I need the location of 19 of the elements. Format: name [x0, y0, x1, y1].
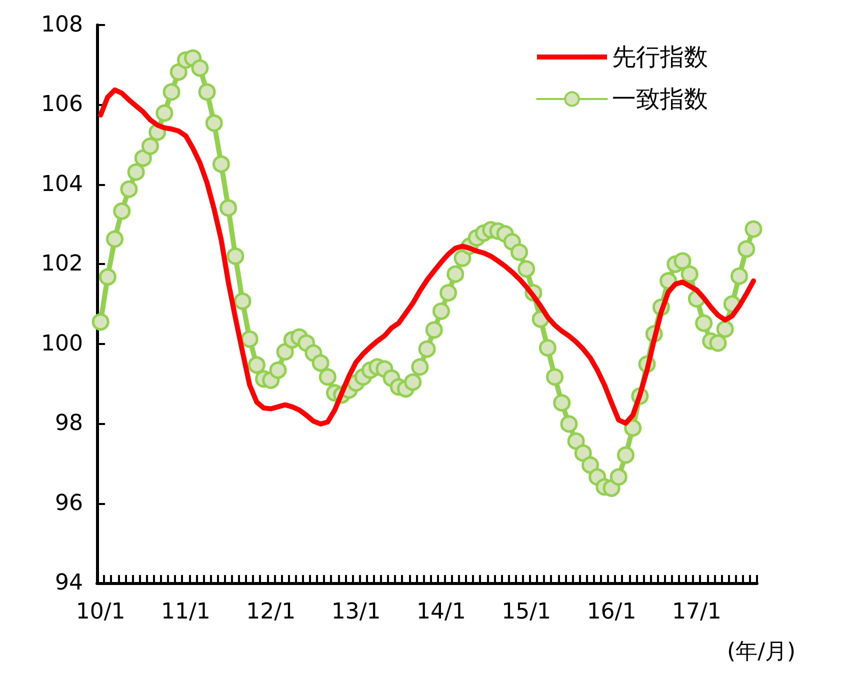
x-tick-label: 15/1 [502, 600, 552, 624]
legend-label: 先行指数 [612, 43, 708, 71]
y-tick-label: 96 [55, 490, 83, 516]
y-tick-label: 102 [41, 252, 83, 277]
x-tick-label: 10/1 [76, 600, 126, 624]
x-tick-label: 17/1 [672, 600, 722, 624]
legend-label: 一致指数 [612, 85, 708, 113]
x-tick-label: 16/1 [586, 600, 636, 624]
y-tick-label: 100 [41, 331, 83, 356]
y-tick-label: 94 [55, 570, 83, 596]
y-tick-label: 98 [55, 411, 83, 436]
y-tick-label: 104 [41, 172, 83, 197]
x-tick-label: 11/1 [161, 600, 210, 624]
x-tick-label: 13/1 [331, 600, 381, 624]
x-tick-label: 14/1 [416, 600, 466, 624]
y-tick-label: 106 [41, 92, 83, 118]
y-tick-label: 108 [41, 12, 83, 38]
x-axis-title: (年/月) [727, 640, 796, 664]
x-tick-label: 12/1 [246, 600, 296, 624]
